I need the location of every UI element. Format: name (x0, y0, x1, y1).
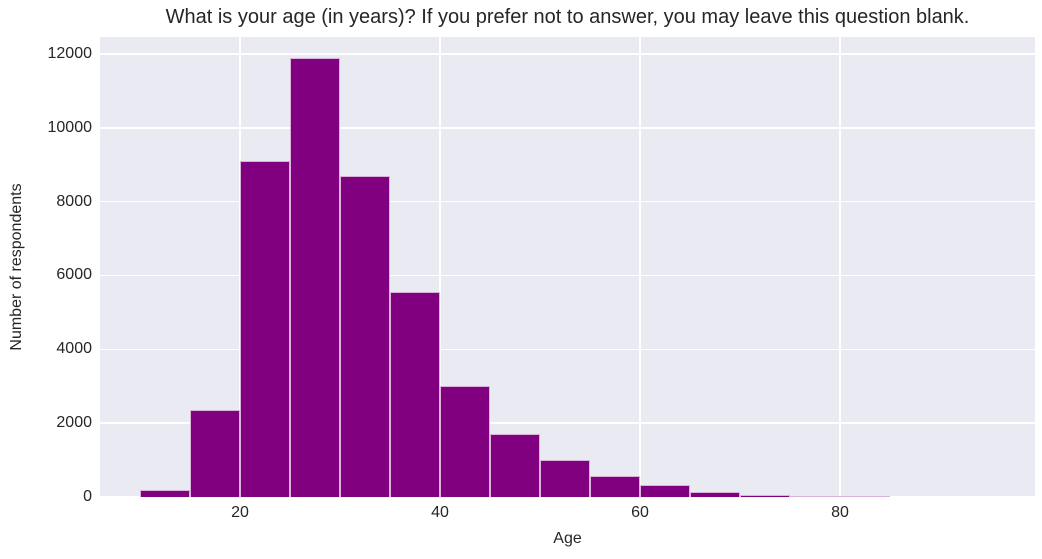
histogram-bar (540, 460, 590, 497)
histogram-bar (640, 485, 690, 497)
y-tick-label: 8000 (56, 192, 92, 210)
x-gridline (639, 37, 641, 497)
y-gridline (100, 422, 1035, 424)
x-tick-label: 40 (431, 504, 449, 521)
histogram-bar (390, 292, 440, 497)
chart-title: What is your age (in years)? If you pref… (165, 6, 970, 28)
histogram-bar (140, 490, 190, 497)
y-tick-label: 10000 (47, 118, 93, 136)
histogram-bar (590, 475, 640, 497)
x-tick-label: 80 (831, 504, 849, 521)
y-tick-label: 6000 (56, 266, 92, 284)
y-tick-label: 2000 (56, 414, 92, 432)
plot-area (100, 37, 1035, 497)
x-axis-label: Age (553, 530, 582, 547)
y-tick-label: 0 (83, 488, 92, 505)
y-gridline (100, 127, 1035, 129)
x-gridline (839, 37, 841, 497)
x-tick-label: 60 (631, 504, 649, 521)
histogram-bar (840, 496, 890, 497)
histogram-bar (740, 494, 790, 497)
histogram-bar (440, 386, 490, 497)
y-gridline (100, 200, 1035, 203)
histogram-bar (290, 57, 340, 497)
histogram-bar (490, 434, 540, 497)
y-gridline (100, 348, 1035, 351)
histogram-bar (790, 496, 840, 497)
histogram-bar (690, 492, 740, 497)
histogram-bar (190, 410, 240, 497)
y-gridline (100, 53, 1035, 55)
x-gridline (439, 37, 441, 497)
x-tick-label: 20 (231, 504, 249, 521)
histogram-bar (240, 161, 290, 497)
y-tick-label: 12000 (47, 44, 93, 62)
y-axis-label: Number of respondents (8, 183, 25, 351)
y-gridline (100, 274, 1035, 277)
histogram-bar (340, 175, 390, 497)
y-tick-label: 4000 (56, 340, 92, 358)
